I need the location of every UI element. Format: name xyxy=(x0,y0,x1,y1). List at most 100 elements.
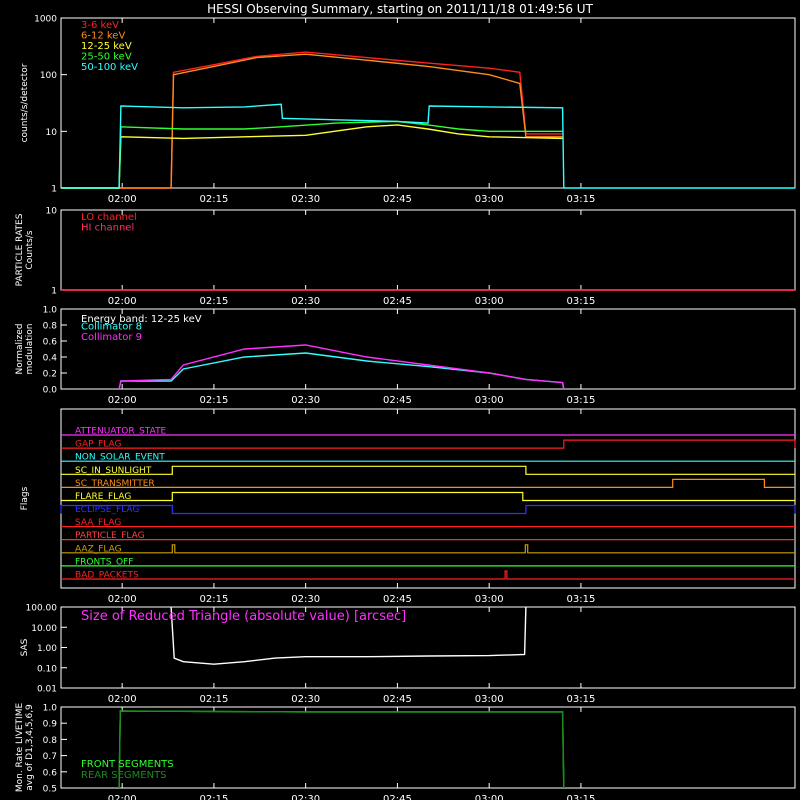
flag-label: SC_IN_SUNLIGHT xyxy=(75,466,152,476)
flag-label: SC_TRANSMITTER xyxy=(75,479,155,489)
x-tick-label: 03:00 xyxy=(475,694,504,705)
y-tick-label: 10.00 xyxy=(31,624,57,634)
legend-entry: Collimator 9 xyxy=(81,332,142,343)
y-tick-label: 1.0 xyxy=(43,306,58,316)
x-tick-label: 03:15 xyxy=(567,594,596,605)
panel-frame xyxy=(60,17,796,189)
x-tick-label: 02:30 xyxy=(291,395,320,406)
y-tick-label: 0.7 xyxy=(43,752,57,762)
y-tick-label: 100.00 xyxy=(26,604,58,614)
series-line-4 xyxy=(61,103,795,189)
y-tick-label: 0.0 xyxy=(43,386,58,396)
legend-entry: LO channel xyxy=(81,212,137,223)
x-tick-label: 03:00 xyxy=(475,395,504,406)
y-tick-label: 0.6 xyxy=(43,338,58,348)
x-tick-label: 03:15 xyxy=(567,296,596,307)
panel-frame xyxy=(60,706,796,789)
y-axis-label: SAS xyxy=(20,638,30,656)
panel-annotation: Size of Reduced Triangle (absolute value… xyxy=(81,609,406,624)
series-line-1 xyxy=(118,710,565,789)
x-tick-label: 03:15 xyxy=(567,194,596,205)
x-tick-label: 03:00 xyxy=(475,794,504,800)
x-tick-label: 02:30 xyxy=(291,296,320,307)
y-tick-label: 0.9 xyxy=(43,720,58,730)
y-tick-label: 0.4 xyxy=(43,354,58,364)
x-tick-label: 02:30 xyxy=(291,694,320,705)
flag-label: ATTENUATOR_STATE xyxy=(75,427,167,437)
flag-line-4 xyxy=(61,478,795,488)
panel-1: 02:00 02:15 02:30 02:45 03:00 03:15 1 10 PARTICL… xyxy=(15,207,796,307)
legend-entry: 25-50 keV xyxy=(81,52,132,63)
y-tick-label: 0.5 xyxy=(43,785,57,795)
flag-label: SAA_FLAG xyxy=(75,518,121,528)
panel-3: 02:00 02:15 02:30 02:45 03:00 03:15 Flags ATTEN… xyxy=(20,408,796,605)
panel-0: 02:00 02:15 02:30 02:45 03:00 03:15 1 10 100 1000… xyxy=(20,15,796,205)
y-axis-label-2: Counts/s xyxy=(25,230,35,269)
x-tick-label: 02:00 xyxy=(108,296,137,307)
x-tick-label: 03:00 xyxy=(475,296,504,307)
x-tick-label: 02:15 xyxy=(200,395,229,406)
series-line-0 xyxy=(170,606,527,665)
x-tick-label: 03:00 xyxy=(475,194,504,205)
x-tick-label: 02:45 xyxy=(383,794,412,800)
y-tick-label: 100 xyxy=(40,71,57,81)
flag-line-1 xyxy=(61,439,796,449)
panel-frame xyxy=(60,408,796,589)
legend-entry: 6-12 keV xyxy=(81,31,125,42)
y-axis-label-2: avg of D1,3,4,5,6,9 xyxy=(25,704,35,791)
flag-label: BAD_PACKETS xyxy=(75,571,139,581)
flag-label: ECLIPSE_FLAG xyxy=(75,505,139,515)
x-tick-label: 02:15 xyxy=(200,794,229,800)
flag-label: GAP_FLAG xyxy=(75,440,121,450)
y-axis-label: counts/s/detector xyxy=(20,63,30,142)
y-axis-label: PARTICLE RATES xyxy=(15,213,25,286)
series-line-1 xyxy=(61,53,563,189)
x-tick-label: 02:45 xyxy=(383,194,412,205)
legend-entry: REAR SEGMENTS xyxy=(81,770,167,781)
x-tick-label: 03:00 xyxy=(475,594,504,605)
flag-label: FLARE_FLAG xyxy=(75,492,131,502)
flag-label: AAZ_FLAG xyxy=(75,544,122,554)
y-axis-label: Normalized xyxy=(15,323,25,374)
panel-annotation: Energy band: 12-25 keV xyxy=(81,314,202,325)
panel-4: 02:00 02:15 02:30 02:45 03:00 03:15 0.01 0.10 1.… xyxy=(20,604,796,705)
y-axis-label-2: modulation xyxy=(25,324,35,375)
x-tick-label: 02:45 xyxy=(383,395,412,406)
flag-line-11 xyxy=(61,570,795,580)
x-tick-label: 02:15 xyxy=(200,594,229,605)
x-tick-label: 02:45 xyxy=(383,594,412,605)
x-tick-label: 02:15 xyxy=(200,194,229,205)
y-tick-label: 0.6 xyxy=(43,768,58,778)
x-tick-label: 02:00 xyxy=(108,194,137,205)
x-tick-label: 02:45 xyxy=(383,694,412,705)
flag-line-6 xyxy=(60,504,796,515)
y-tick-label: 0.10 xyxy=(37,664,57,674)
x-tick-label: 02:00 xyxy=(108,694,137,705)
y-tick-label: 1.0 xyxy=(43,704,58,714)
x-tick-label: 02:15 xyxy=(200,296,229,307)
y-tick-label: 10 xyxy=(46,207,58,217)
flag-label: NON_SOLAR_EVENT xyxy=(75,453,165,463)
flag-line-9 xyxy=(61,544,795,554)
panel-5: 02:00 02:15 02:30 02:45 03:00 03:15 0.5 0.6 0.7 0… xyxy=(15,703,796,800)
x-tick-label: 02:00 xyxy=(108,395,137,406)
x-tick-label: 02:30 xyxy=(291,794,320,800)
y-tick-label: 0.8 xyxy=(43,736,58,746)
y-tick-label: 1 xyxy=(51,287,57,297)
legend-entry: 12-25 keV xyxy=(81,41,132,52)
x-tick-label: 03:15 xyxy=(567,395,596,406)
figure-title: HESSI Observing Summary, starting on 201… xyxy=(207,2,593,16)
y-axis-label: Flags xyxy=(20,486,30,510)
y-tick-label: 0.2 xyxy=(43,370,57,380)
x-tick-label: 02:45 xyxy=(383,296,412,307)
flag-line-5 xyxy=(61,491,795,502)
y-tick-label: 1.00 xyxy=(37,644,57,654)
legend-entry: Collimator 8 xyxy=(81,322,142,333)
panel-frame xyxy=(60,308,796,390)
y-tick-label: 1 xyxy=(51,185,57,195)
flag-line-3 xyxy=(61,465,795,475)
y-tick-label: 0.01 xyxy=(37,685,57,695)
y-tick-label: 10 xyxy=(46,128,58,138)
y-tick-label: 0.8 xyxy=(43,322,58,332)
